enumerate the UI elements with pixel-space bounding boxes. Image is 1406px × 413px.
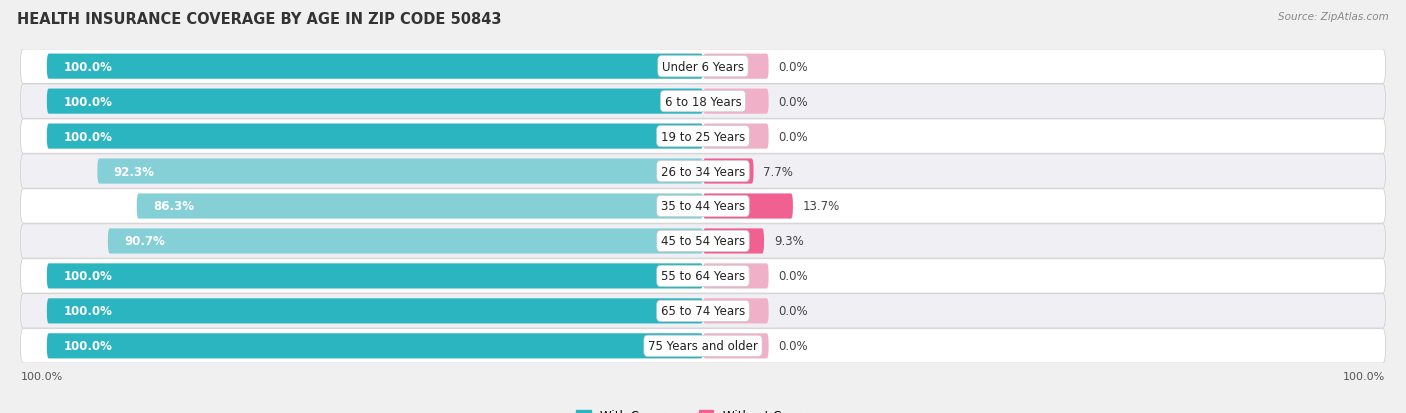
FancyBboxPatch shape xyxy=(703,159,754,184)
FancyBboxPatch shape xyxy=(703,194,793,219)
FancyBboxPatch shape xyxy=(108,229,703,254)
FancyBboxPatch shape xyxy=(21,85,1385,119)
Text: Under 6 Years: Under 6 Years xyxy=(662,61,744,74)
FancyBboxPatch shape xyxy=(21,294,1385,328)
Text: 100.0%: 100.0% xyxy=(63,61,112,74)
FancyBboxPatch shape xyxy=(97,159,703,184)
Text: 9.3%: 9.3% xyxy=(773,235,804,248)
FancyBboxPatch shape xyxy=(21,224,1385,259)
FancyBboxPatch shape xyxy=(46,55,703,80)
Text: 19 to 25 Years: 19 to 25 Years xyxy=(661,130,745,143)
Text: 100.0%: 100.0% xyxy=(1343,371,1385,381)
FancyBboxPatch shape xyxy=(46,333,703,358)
Text: 100.0%: 100.0% xyxy=(63,305,112,318)
FancyBboxPatch shape xyxy=(21,190,1385,223)
Text: 13.7%: 13.7% xyxy=(803,200,839,213)
Legend: With Coverage, Without Coverage: With Coverage, Without Coverage xyxy=(572,404,834,413)
Text: 100.0%: 100.0% xyxy=(63,95,112,108)
Text: 100.0%: 100.0% xyxy=(63,339,112,352)
FancyBboxPatch shape xyxy=(703,299,769,324)
Text: 0.0%: 0.0% xyxy=(779,339,808,352)
Text: 0.0%: 0.0% xyxy=(779,61,808,74)
Text: 35 to 44 Years: 35 to 44 Years xyxy=(661,200,745,213)
Text: 0.0%: 0.0% xyxy=(779,305,808,318)
FancyBboxPatch shape xyxy=(21,329,1385,363)
FancyBboxPatch shape xyxy=(46,124,703,150)
FancyBboxPatch shape xyxy=(21,154,1385,189)
Text: 26 to 34 Years: 26 to 34 Years xyxy=(661,165,745,178)
Text: 75 Years and older: 75 Years and older xyxy=(648,339,758,352)
FancyBboxPatch shape xyxy=(703,55,769,80)
FancyBboxPatch shape xyxy=(703,333,769,358)
Text: 6 to 18 Years: 6 to 18 Years xyxy=(665,95,741,108)
Text: 55 to 64 Years: 55 to 64 Years xyxy=(661,270,745,283)
Text: 45 to 54 Years: 45 to 54 Years xyxy=(661,235,745,248)
FancyBboxPatch shape xyxy=(703,124,769,150)
Text: 90.7%: 90.7% xyxy=(124,235,165,248)
FancyBboxPatch shape xyxy=(703,263,769,289)
FancyBboxPatch shape xyxy=(46,299,703,324)
Text: 86.3%: 86.3% xyxy=(153,200,194,213)
Text: HEALTH INSURANCE COVERAGE BY AGE IN ZIP CODE 50843: HEALTH INSURANCE COVERAGE BY AGE IN ZIP … xyxy=(17,12,502,27)
FancyBboxPatch shape xyxy=(46,89,703,114)
Text: 100.0%: 100.0% xyxy=(63,270,112,283)
Text: 0.0%: 0.0% xyxy=(779,95,808,108)
FancyBboxPatch shape xyxy=(136,194,703,219)
FancyBboxPatch shape xyxy=(703,229,763,254)
Text: 92.3%: 92.3% xyxy=(114,165,155,178)
FancyBboxPatch shape xyxy=(703,89,769,114)
Text: 65 to 74 Years: 65 to 74 Years xyxy=(661,305,745,318)
Text: 100.0%: 100.0% xyxy=(63,130,112,143)
Text: Source: ZipAtlas.com: Source: ZipAtlas.com xyxy=(1278,12,1389,22)
FancyBboxPatch shape xyxy=(21,50,1385,84)
FancyBboxPatch shape xyxy=(46,263,703,289)
FancyBboxPatch shape xyxy=(21,259,1385,293)
Text: 7.7%: 7.7% xyxy=(763,165,793,178)
Text: 0.0%: 0.0% xyxy=(779,270,808,283)
Text: 0.0%: 0.0% xyxy=(779,130,808,143)
Text: 100.0%: 100.0% xyxy=(21,371,63,381)
FancyBboxPatch shape xyxy=(21,120,1385,154)
